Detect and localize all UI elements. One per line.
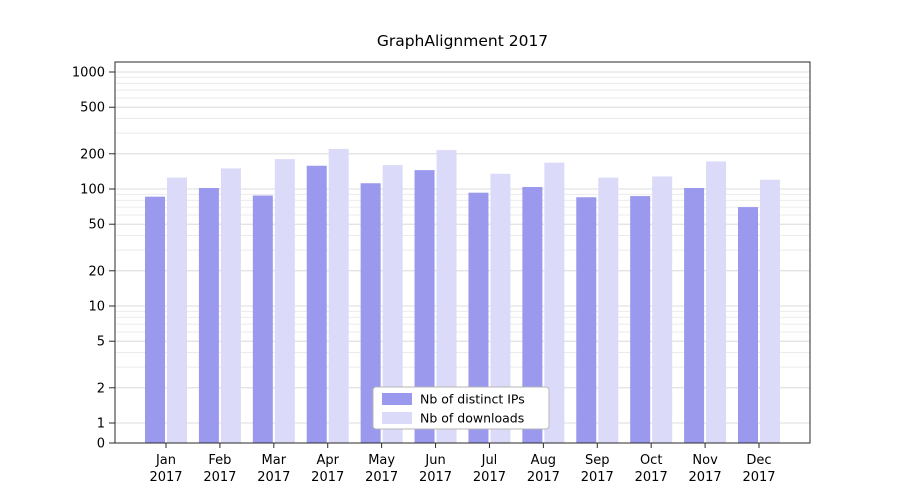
x-tick-label-year: 2017 <box>635 470 668 485</box>
x-tick-label-year: 2017 <box>365 470 398 485</box>
x-tick-label-month: Jun <box>424 453 445 468</box>
bar-downloads-feb <box>220 168 241 443</box>
legend-swatch-downloads <box>382 412 412 424</box>
x-tick-label-month: Jul <box>481 453 498 468</box>
bar-downloads-apr <box>328 148 349 444</box>
bar-downloads-may <box>382 165 403 443</box>
y-tick-label: 1 <box>97 417 105 432</box>
y-tick-label: 20 <box>88 264 105 279</box>
bar-distinct-ips-apr <box>306 165 327 443</box>
y-tick-label: 50 <box>88 218 105 233</box>
bar-distinct-ips-nov <box>684 187 705 443</box>
bar-downloads-jun <box>436 150 457 443</box>
y-tick-label: 500 <box>80 101 105 116</box>
y-tick-label: 2 <box>97 381 105 396</box>
x-tick-label-year: 2017 <box>581 470 614 485</box>
bar-downloads-aug <box>544 162 565 444</box>
x-tick-label-month: Sep <box>585 453 610 468</box>
x-tick-label-year: 2017 <box>149 470 182 485</box>
x-tick-label-month: Mar <box>262 453 287 468</box>
bar-downloads-jan <box>167 177 187 443</box>
bar-distinct-ips-feb <box>198 187 219 443</box>
bar-downloads-mar <box>274 159 295 443</box>
x-tick-label-year: 2017 <box>473 470 506 485</box>
x-tick-label-year: 2017 <box>203 470 236 485</box>
bar-downloads-dec <box>760 179 780 444</box>
x-tick-label-month: Apr <box>316 453 339 468</box>
x-tick-label-year: 2017 <box>311 470 344 485</box>
x-tick-label-month: Dec <box>746 453 771 468</box>
y-tick-label: 5 <box>97 335 105 350</box>
bar-distinct-ips-jul <box>468 192 489 443</box>
x-tick-label-year: 2017 <box>419 470 452 485</box>
bar-distinct-ips-mar <box>252 195 273 443</box>
x-tick-label-month: Nov <box>692 453 718 468</box>
x-tick-label-month: May <box>368 453 395 468</box>
y-tick-label: 100 <box>80 183 105 198</box>
x-tick-label-year: 2017 <box>742 470 775 485</box>
x-tick-label-year: 2017 <box>689 470 722 485</box>
legend-label-downloads: Nb of downloads <box>420 411 524 426</box>
bar-distinct-ips-may <box>360 183 381 443</box>
plot-border <box>114 61 811 444</box>
y-tick-label: 10 <box>88 300 105 315</box>
bar-downloads-oct <box>652 176 673 444</box>
x-tick-label-month: Aug <box>531 453 556 468</box>
x-tick-label-month: Feb <box>208 453 231 468</box>
bar-downloads-nov <box>706 161 727 443</box>
x-tick-label-month: Oct <box>640 453 662 468</box>
bar-distinct-ips-jan <box>145 196 165 443</box>
legend-label-distinct-ips: Nb of distinct IPs <box>420 392 525 407</box>
legend-swatch-distinct-ips <box>382 393 412 405</box>
bar-distinct-ips-sep <box>576 197 597 443</box>
bar-distinct-ips-oct <box>630 196 651 443</box>
legend-box <box>372 386 550 430</box>
bar-downloads-jul <box>490 173 511 443</box>
y-tick-label: 200 <box>80 147 105 162</box>
chart-title: GraphAlignment 2017 <box>377 32 548 50</box>
x-tick-label-year: 2017 <box>257 470 290 485</box>
bar-distinct-ips-jun <box>414 170 435 444</box>
y-tick-label: 0 <box>97 437 105 452</box>
bar-downloads-sep <box>598 177 619 443</box>
bar-distinct-ips-aug <box>522 187 543 443</box>
x-tick-label-month: Jan <box>155 453 176 468</box>
y-tick-label: 1000 <box>72 66 105 81</box>
x-tick-label-year: 2017 <box>527 470 560 485</box>
bar-distinct-ips-dec <box>738 207 758 443</box>
